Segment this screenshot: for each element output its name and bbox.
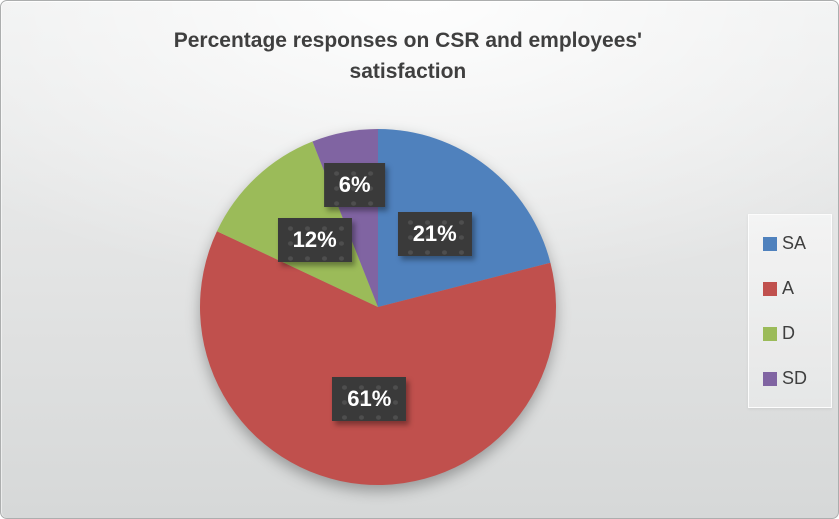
legend-item-SA[interactable]: SA xyxy=(763,233,831,254)
legend-swatch-icon xyxy=(763,371,777,386)
data-label-SD[interactable]: 6% xyxy=(323,162,386,207)
pie-slice-A[interactable] xyxy=(200,231,556,485)
legend-label: SD xyxy=(782,368,808,388)
chart-title[interactable]: Percentage responses on CSR and employee… xyxy=(173,29,643,83)
legend-label: SA xyxy=(782,233,807,253)
legend[interactable]: SA A D SD xyxy=(748,214,832,408)
legend-item-SD[interactable]: SD xyxy=(763,368,831,389)
legend-label: A xyxy=(782,278,795,298)
data-label-SA[interactable]: 21% xyxy=(397,211,472,256)
legend-item-D[interactable]: D xyxy=(763,323,831,344)
legend-swatch-icon xyxy=(763,236,777,251)
legend-item-A[interactable]: A xyxy=(763,278,831,299)
legend-swatch-icon xyxy=(763,281,777,296)
data-label-A[interactable]: 61% xyxy=(332,377,407,422)
legend-swatch-icon xyxy=(763,326,777,341)
legend-label: D xyxy=(782,323,795,343)
data-label-D[interactable]: 12% xyxy=(277,217,352,262)
